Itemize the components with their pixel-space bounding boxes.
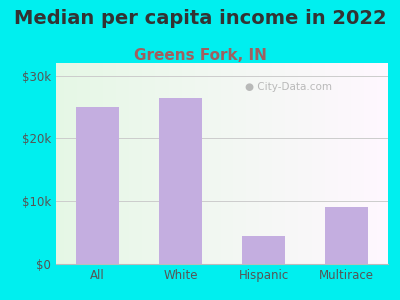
- Text: Median per capita income in 2022: Median per capita income in 2022: [14, 9, 386, 28]
- Bar: [325, 208, 368, 264]
- Bar: [242, 236, 285, 264]
- Text: ● City-Data.com: ● City-Data.com: [245, 82, 332, 92]
- Bar: [76, 107, 119, 264]
- Bar: [159, 98, 202, 264]
- Text: Greens Fork, IN: Greens Fork, IN: [134, 48, 266, 63]
